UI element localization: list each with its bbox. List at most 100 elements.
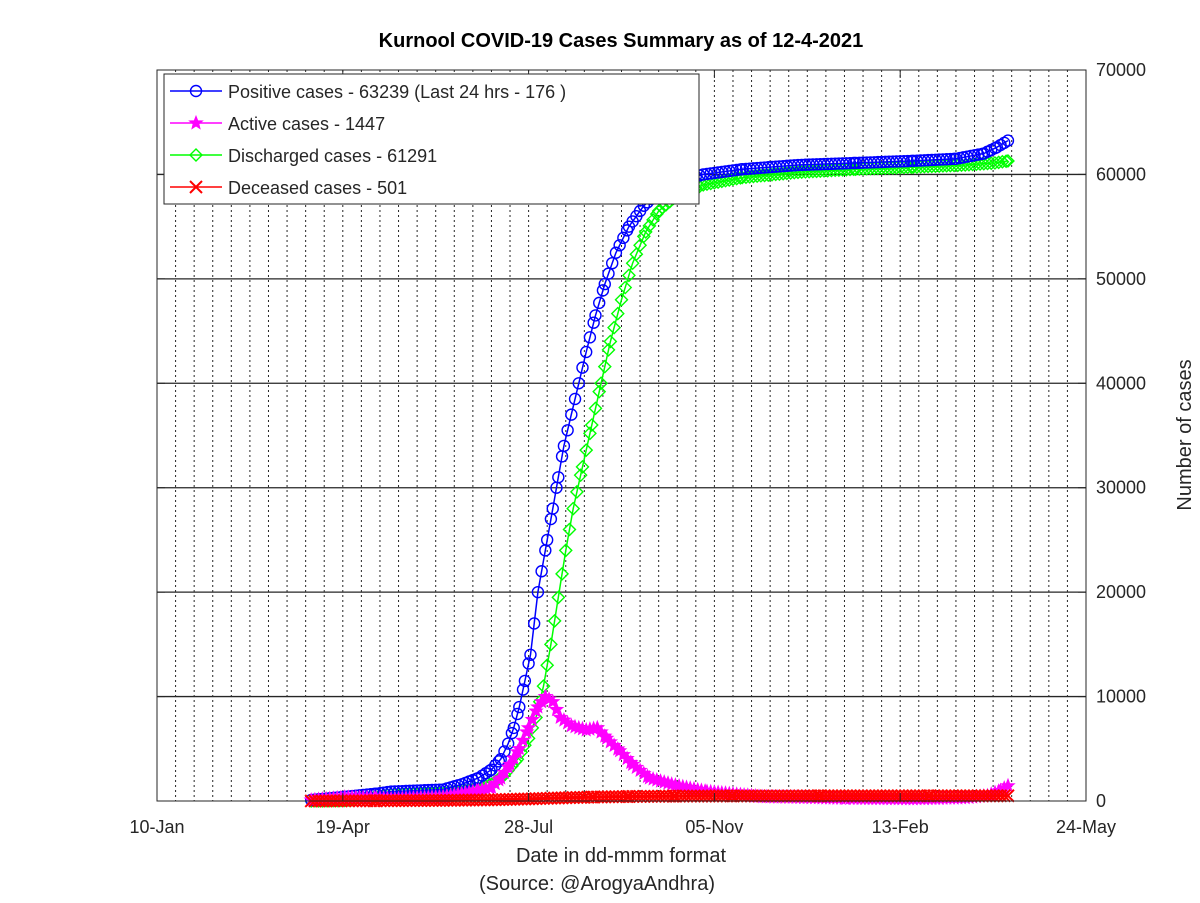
data-point: [601, 342, 616, 357]
data-point: [524, 648, 537, 661]
x-tick-label: 05-Nov: [685, 817, 743, 837]
data-point: [551, 590, 566, 605]
y-tick-label: 0: [1096, 791, 1106, 811]
data-point: [1000, 153, 1015, 168]
data-point: [987, 155, 1002, 170]
legend: Positive cases - 63239 (Last 24 hrs - 17…: [163, 73, 700, 205]
data-point: [515, 732, 531, 748]
data-point: [498, 745, 511, 758]
x-tick-label: 24-May: [1056, 817, 1116, 837]
data-point: [609, 246, 623, 259]
legend-label: Discharged cases - 61291: [228, 146, 437, 166]
data-point: [614, 292, 629, 307]
series-area: [303, 134, 1016, 808]
data-point: [711, 175, 726, 190]
data-point: [536, 679, 551, 694]
data-point: [546, 502, 559, 515]
data-point: [505, 726, 519, 740]
data-point: [714, 174, 729, 189]
data-point: [520, 719, 537, 735]
data-point: [901, 154, 914, 168]
data-point: [999, 154, 1014, 169]
data-point: [587, 316, 600, 329]
series-line: [311, 160, 1009, 802]
data-point: [722, 173, 737, 187]
data-point: [592, 384, 607, 399]
data-point: [646, 212, 661, 227]
data-point: [527, 617, 541, 630]
data-point: [594, 376, 609, 391]
data-point: [703, 176, 718, 191]
y-axis-label: Number of cases: [1174, 359, 1196, 510]
data-point: [552, 471, 565, 484]
data-point: [507, 721, 520, 735]
data-point: [562, 522, 577, 537]
data-point: [582, 426, 597, 441]
x-tick-label: 19-Apr: [316, 817, 370, 837]
x-tick-label: 10-Jan: [129, 817, 184, 837]
plot-frame: [156, 69, 1087, 802]
data-point: [575, 459, 590, 474]
legend-marker: [189, 180, 203, 194]
legend-label: Deceased cases - 501: [228, 178, 407, 198]
y-tick-label: 60000: [1096, 164, 1146, 184]
legend-marker: [189, 84, 203, 98]
data-point: [613, 239, 626, 252]
data-point: [522, 657, 535, 670]
y-tick-label: 40000: [1096, 373, 1146, 393]
data-point: [642, 218, 657, 233]
data-point: [969, 157, 984, 172]
data-point: [944, 152, 957, 166]
data-point: [531, 585, 545, 599]
legend-marker: [188, 114, 204, 130]
data-point: [568, 392, 582, 406]
data-point: [1001, 134, 1015, 147]
data-point: [547, 613, 562, 628]
y-tick-label: 70000: [1096, 60, 1146, 80]
x-tick-label: 13-Feb: [872, 817, 929, 837]
data-point: [625, 256, 640, 271]
y-tick-label: 20000: [1096, 582, 1146, 602]
data-point: [492, 755, 506, 768]
data-point: [548, 701, 565, 717]
data-point: [545, 693, 561, 709]
data-point: [579, 345, 593, 359]
data-point: [579, 443, 594, 458]
data-point: [566, 501, 581, 516]
legend-box: [163, 73, 700, 205]
data-point: [584, 418, 599, 433]
data-point: [561, 424, 574, 437]
data-point: [840, 157, 853, 170]
data-point: [557, 439, 571, 453]
data-point: [897, 154, 911, 168]
data-point: [569, 484, 584, 499]
data-point: [603, 334, 618, 349]
data-point: [610, 306, 625, 321]
data-point: [558, 543, 573, 558]
series-x: [304, 789, 1015, 808]
data-point: [995, 154, 1010, 169]
data-point: [596, 284, 610, 297]
data-point: [573, 468, 588, 483]
legend-label: Positive cases - 63239 (Last 24 hrs - 17…: [228, 82, 566, 102]
x-axis-label: Date in dd-mmm format: [516, 845, 726, 867]
x-axis-source: (Source: @ArogyaAndhra): [479, 873, 715, 895]
data-point: [1000, 777, 1016, 793]
data-point: [618, 280, 633, 295]
data-point: [1001, 789, 1015, 803]
data-point: [707, 175, 722, 190]
data-point: [540, 533, 554, 547]
data-point: [583, 331, 597, 344]
y-tick-label: 50000: [1096, 269, 1146, 289]
data-point: [973, 156, 988, 171]
data-point: [607, 320, 622, 335]
data-point: [535, 565, 548, 578]
x-tick-label: 28-Jul: [504, 817, 553, 837]
data-point: [651, 203, 666, 218]
data-point: [540, 658, 555, 673]
data-point: [997, 789, 1011, 803]
data-point: [940, 153, 953, 166]
data-point: [617, 231, 630, 245]
data-point: [565, 408, 578, 421]
